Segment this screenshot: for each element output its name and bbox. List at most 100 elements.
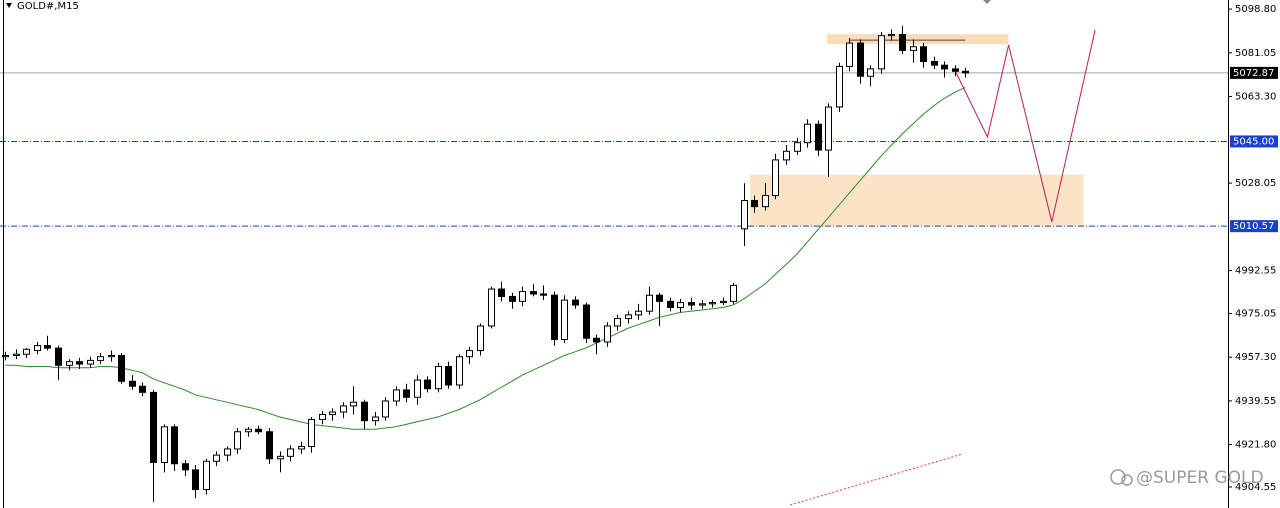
- price-level-label: 5045.00: [1233, 136, 1274, 147]
- candle-body: [445, 366, 452, 386]
- candle-body: [23, 348, 30, 355]
- watermark-text: @SUPER GOLD: [1136, 468, 1264, 488]
- shift-marker: [983, 0, 991, 4]
- candle-body: [751, 199, 758, 208]
- candle-body: [825, 106, 832, 151]
- candle-body: [836, 65, 843, 108]
- candle-body: [783, 150, 790, 161]
- candle-body: [857, 42, 864, 77]
- candle-body: [720, 300, 727, 304]
- candle-body: [910, 46, 917, 51]
- candle-body: [340, 405, 347, 413]
- candle-body: [97, 356, 104, 361]
- candle-body: [329, 411, 336, 416]
- price-level-box: [1230, 66, 1278, 79]
- candle-body: [867, 68, 874, 77]
- candle-body: [414, 379, 421, 398]
- candle-body: [118, 354, 125, 382]
- zones: [750, 34, 1084, 227]
- candle-body: [350, 401, 357, 407]
- levels: [0, 72, 1228, 227]
- candle-body: [66, 361, 73, 366]
- watermark-icon: [1110, 469, 1126, 485]
- candle-body: [846, 42, 853, 67]
- candle-body: [129, 380, 136, 387]
- candle-body: [509, 295, 516, 302]
- candle-body: [646, 294, 653, 312]
- candle-body: [150, 391, 157, 463]
- candle-body: [308, 418, 315, 447]
- candle-body: [931, 61, 938, 66]
- candle-body: [561, 299, 568, 340]
- zone: [827, 34, 1009, 45]
- candle-body: [920, 46, 927, 63]
- candle-body: [530, 291, 537, 295]
- candle-body: [13, 353, 20, 356]
- candle-body: [466, 350, 473, 358]
- candle-body: [108, 354, 115, 358]
- indicator-lines: [5, 29, 1096, 506]
- candle-body: [361, 401, 368, 422]
- candle-body: [298, 445, 305, 450]
- y-tick-label: 4957.30: [1235, 352, 1276, 363]
- candle-body: [372, 416, 379, 422]
- y-tick-label: 4939.55: [1235, 396, 1276, 407]
- candle-body: [688, 302, 695, 306]
- watermark: @SUPER GOLD: [1110, 468, 1264, 488]
- candle-body: [519, 291, 526, 302]
- candle-body: [34, 345, 41, 352]
- candle-body: [656, 294, 663, 302]
- candle-body: [87, 359, 94, 365]
- candle-body: [952, 68, 959, 72]
- chart-title: GOLD#,M15: [17, 1, 79, 12]
- candle-body: [730, 284, 737, 302]
- candle-body: [604, 325, 611, 343]
- candle-body: [488, 288, 495, 327]
- y-tick-label: 5098.80: [1235, 4, 1276, 15]
- watermark-icon: [1121, 474, 1133, 486]
- price-axis: 5098.80 5081.05 5063.30 5028.05 4992.55 4975.…: [3, 0, 1278, 508]
- candle-body: [804, 123, 811, 144]
- candle-body: [962, 70, 969, 74]
- y-tick-label: 5063.30: [1235, 91, 1276, 102]
- candle-body: [224, 448, 231, 456]
- candle-body: [213, 454, 220, 462]
- candle-body: [403, 389, 410, 398]
- candle-body: [245, 428, 252, 433]
- candle-body: [319, 414, 326, 420]
- candle-body: [139, 385, 146, 393]
- candle-body: [44, 345, 51, 349]
- y-tick-label: 4921.80: [1235, 440, 1276, 451]
- candle-body: [255, 428, 262, 433]
- candle-body: [192, 469, 199, 491]
- candle-body: [55, 347, 62, 366]
- candle-body: [393, 389, 400, 402]
- candle-body: [667, 300, 674, 309]
- candle-body: [171, 426, 178, 465]
- zone: [750, 174, 1084, 227]
- y-tick-label: 5081.05: [1235, 48, 1276, 59]
- candle-body: [234, 431, 241, 450]
- candle-body: [435, 366, 442, 390]
- candle-body: [266, 431, 273, 460]
- candle-body: [794, 142, 801, 152]
- candle-body: [203, 460, 210, 491]
- candle-body: [888, 33, 895, 37]
- candle-body: [182, 463, 189, 471]
- projection-path: [954, 29, 1096, 223]
- symbol-menu-icon[interactable]: [6, 3, 12, 8]
- candle-body: [540, 293, 547, 296]
- y-tick-label: 4975.05: [1235, 309, 1276, 320]
- y-tick-label: 4992.55: [1235, 265, 1276, 276]
- candle-body: [572, 299, 579, 306]
- candle-body: [614, 318, 621, 327]
- candle-body: [878, 35, 885, 70]
- candle-body: [772, 159, 779, 197]
- candle-body: [424, 379, 431, 390]
- candle-body: [635, 310, 642, 316]
- candle-body: [625, 314, 632, 320]
- price-level-box: [1230, 220, 1278, 233]
